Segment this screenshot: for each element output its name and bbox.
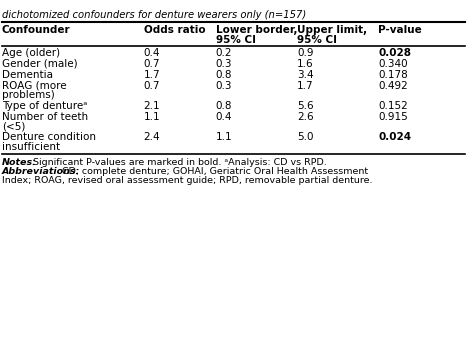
Text: dichotomized confounders for denture wearers only (n=157): dichotomized confounders for denture wea… — [2, 10, 306, 20]
Text: Odds ratio: Odds ratio — [144, 25, 205, 35]
Text: 0.2: 0.2 — [216, 48, 232, 58]
Text: 2.4: 2.4 — [144, 132, 160, 142]
Text: P-value: P-value — [378, 25, 422, 35]
Text: 0.7: 0.7 — [144, 59, 160, 69]
Text: 1.1: 1.1 — [144, 112, 160, 122]
Text: Abbreviations:: Abbreviations: — [2, 167, 80, 176]
Text: 5.0: 5.0 — [297, 132, 313, 142]
Text: Upper limit,: Upper limit, — [297, 25, 367, 35]
Text: Type of dentureᵃ: Type of dentureᵃ — [2, 101, 87, 111]
Text: 0.492: 0.492 — [378, 81, 408, 91]
Text: 0.3: 0.3 — [216, 59, 232, 69]
Text: Number of teeth: Number of teeth — [2, 112, 88, 122]
Text: 0.4: 0.4 — [216, 112, 232, 122]
Text: 0.028: 0.028 — [378, 48, 411, 58]
Text: 1.7: 1.7 — [144, 70, 160, 80]
Text: Confounder: Confounder — [2, 25, 71, 35]
Text: 0.340: 0.340 — [378, 59, 408, 69]
Text: 0.152: 0.152 — [378, 101, 408, 111]
Text: 1.1: 1.1 — [216, 132, 232, 142]
Text: 0.178: 0.178 — [378, 70, 408, 80]
Text: ROAG (more: ROAG (more — [2, 81, 67, 91]
Text: 95% CI: 95% CI — [297, 35, 337, 45]
Text: 0.4: 0.4 — [144, 48, 160, 58]
Text: 0.8: 0.8 — [216, 70, 232, 80]
Text: 0.915: 0.915 — [378, 112, 408, 122]
Text: 2.6: 2.6 — [297, 112, 314, 122]
Text: 0.9: 0.9 — [297, 48, 313, 58]
Text: CD, complete denture; GOHAI, Geriatric Oral Health Assessment: CD, complete denture; GOHAI, Geriatric O… — [59, 167, 368, 176]
Text: 1.7: 1.7 — [297, 81, 314, 91]
Text: 95% CI: 95% CI — [216, 35, 256, 45]
Text: 0.8: 0.8 — [216, 101, 232, 111]
Text: Age (older): Age (older) — [2, 48, 60, 58]
Text: Gender (male): Gender (male) — [2, 59, 78, 69]
Text: Lower border,: Lower border, — [216, 25, 297, 35]
Text: Dementia: Dementia — [2, 70, 53, 80]
Text: 2.1: 2.1 — [144, 101, 160, 111]
Text: 1.6: 1.6 — [297, 59, 314, 69]
Text: 0.024: 0.024 — [378, 132, 411, 142]
Text: Denture condition: Denture condition — [2, 132, 96, 142]
Text: (<5): (<5) — [2, 121, 25, 132]
Text: Index; ROAG, revised oral assessment guide; RPD, removable partial denture.: Index; ROAG, revised oral assessment gui… — [2, 176, 373, 185]
Text: 3.4: 3.4 — [297, 70, 314, 80]
Text: Significant P-values are marked in bold. ᵃAnalysis: CD vs RPD.: Significant P-values are marked in bold.… — [30, 158, 327, 167]
Text: 0.7: 0.7 — [144, 81, 160, 91]
Text: insufficient: insufficient — [2, 142, 60, 152]
Text: problems): problems) — [2, 91, 55, 101]
Text: 0.3: 0.3 — [216, 81, 232, 91]
Text: Notes:: Notes: — [2, 158, 37, 167]
Text: 5.6: 5.6 — [297, 101, 314, 111]
